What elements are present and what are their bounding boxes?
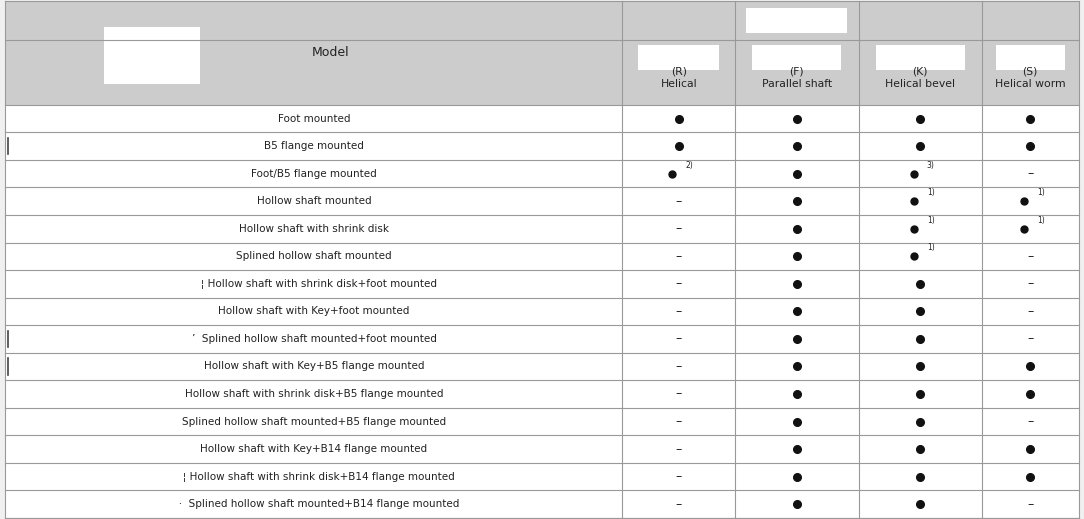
Bar xyxy=(638,45,720,70)
Text: Hollow shaft mounted: Hollow shaft mounted xyxy=(257,196,371,206)
Text: –: – xyxy=(675,470,682,483)
Bar xyxy=(5,132,1079,160)
Text: –: – xyxy=(675,195,682,208)
Text: Splined hollow shaft mounted: Splined hollow shaft mounted xyxy=(236,251,391,262)
Text: –: – xyxy=(675,360,682,373)
Bar xyxy=(5,380,1079,408)
Bar xyxy=(876,45,965,70)
Bar xyxy=(5,105,1079,132)
Text: (K)
Helical bevel: (K) Helical bevel xyxy=(886,67,955,89)
Text: (R)
Helical: (R) Helical xyxy=(660,67,697,89)
Text: Hollow shaft with Key+foot mounted: Hollow shaft with Key+foot mounted xyxy=(218,306,410,317)
Bar xyxy=(5,187,1079,215)
Bar xyxy=(5,40,1079,105)
Text: 3): 3) xyxy=(927,160,934,170)
Text: –: – xyxy=(1028,498,1033,511)
Bar xyxy=(5,1,1079,40)
Text: –: – xyxy=(675,498,682,511)
Bar xyxy=(5,325,1079,353)
Bar xyxy=(104,27,199,84)
Text: –: – xyxy=(1028,333,1033,346)
Text: 1): 1) xyxy=(927,215,934,225)
Text: (F)
Parallel shaft: (F) Parallel shaft xyxy=(762,67,831,89)
Text: –: – xyxy=(1028,415,1033,428)
Text: –: – xyxy=(675,222,682,235)
Text: –: – xyxy=(675,277,682,290)
Bar xyxy=(5,435,1079,463)
Text: Hollow shaft with Key+B14 flange mounted: Hollow shaft with Key+B14 flange mounted xyxy=(201,444,427,454)
Text: –: – xyxy=(1028,305,1033,318)
Bar xyxy=(5,490,1079,518)
Text: Model: Model xyxy=(311,46,349,60)
Bar xyxy=(5,353,1079,380)
Text: Splined hollow shaft mounted+B5 flange mounted: Splined hollow shaft mounted+B5 flange m… xyxy=(182,417,446,427)
Text: Hollow shaft with shrink disk+B5 flange mounted: Hollow shaft with shrink disk+B5 flange … xyxy=(184,389,443,399)
Text: Foot mounted: Foot mounted xyxy=(278,114,350,124)
Text: ¦ Hollow shaft with shrink disk+foot mounted: ¦ Hollow shaft with shrink disk+foot mou… xyxy=(191,279,437,289)
Text: –: – xyxy=(675,388,682,401)
Text: (S)
Helical worm: (S) Helical worm xyxy=(995,67,1066,89)
Text: 1): 1) xyxy=(927,243,934,252)
Text: ·  Splined hollow shaft mounted+B14 flange mounted: · Splined hollow shaft mounted+B14 flang… xyxy=(169,499,460,509)
Text: –: – xyxy=(1028,167,1033,180)
Text: –: – xyxy=(675,415,682,428)
Text: B5 flange mounted: B5 flange mounted xyxy=(264,141,364,151)
Bar xyxy=(995,45,1066,70)
Text: ’  Splined hollow shaft mounted+foot mounted: ’ Splined hollow shaft mounted+foot moun… xyxy=(192,334,437,344)
Bar xyxy=(5,242,1079,270)
Text: –: – xyxy=(675,250,682,263)
Bar xyxy=(5,408,1079,435)
Text: Hollow shaft with Key+B5 flange mounted: Hollow shaft with Key+B5 flange mounted xyxy=(204,361,424,372)
Text: –: – xyxy=(675,305,682,318)
Bar xyxy=(746,8,848,33)
Text: Hollow shaft with shrink disk: Hollow shaft with shrink disk xyxy=(238,224,389,234)
Text: 1): 1) xyxy=(1036,188,1045,197)
Text: –: – xyxy=(675,333,682,346)
Text: 2): 2) xyxy=(685,160,693,170)
Bar xyxy=(5,215,1079,242)
Text: –: – xyxy=(675,443,682,456)
Bar xyxy=(5,297,1079,325)
Bar xyxy=(5,270,1079,297)
Text: 1): 1) xyxy=(1036,215,1045,225)
Bar xyxy=(5,463,1079,490)
Text: 1): 1) xyxy=(927,188,934,197)
Text: ¦ Hollow shaft with shrink disk+B14 flange mounted: ¦ Hollow shaft with shrink disk+B14 flan… xyxy=(173,472,455,482)
Text: –: – xyxy=(1028,250,1033,263)
Bar xyxy=(5,160,1079,187)
Text: –: – xyxy=(1028,277,1033,290)
Text: Foot/B5 flange mounted: Foot/B5 flange mounted xyxy=(251,169,377,179)
Bar xyxy=(752,45,841,70)
